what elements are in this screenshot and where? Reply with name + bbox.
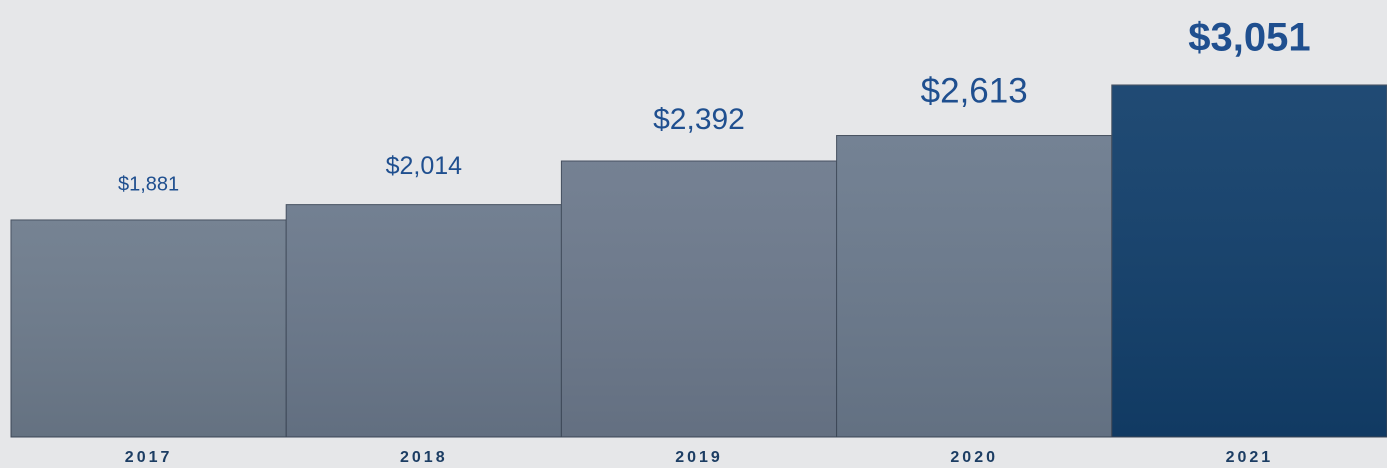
bar-shade (561, 161, 836, 437)
x-tick-label: 2018 (400, 449, 448, 466)
value-label: $3,051 (1188, 16, 1310, 60)
bar-shade (11, 220, 286, 437)
bar-shade (837, 136, 1112, 437)
value-label: $2,613 (921, 71, 1028, 110)
chart: $1,881 2017 $2,014 2018 $2,392 2019 $2,613 2020… (0, 0, 1387, 468)
value-label: $2,014 (386, 152, 463, 180)
value-label: $2,392 (653, 103, 745, 136)
x-tick-label: 2017 (125, 449, 173, 466)
x-tick-label: 2019 (675, 449, 723, 466)
bar-shade (1112, 85, 1387, 437)
x-tick-label: 2021 (1226, 449, 1274, 466)
value-label: $1,881 (118, 173, 179, 195)
bar-shade (286, 205, 561, 437)
x-tick-label: 2020 (950, 449, 998, 466)
